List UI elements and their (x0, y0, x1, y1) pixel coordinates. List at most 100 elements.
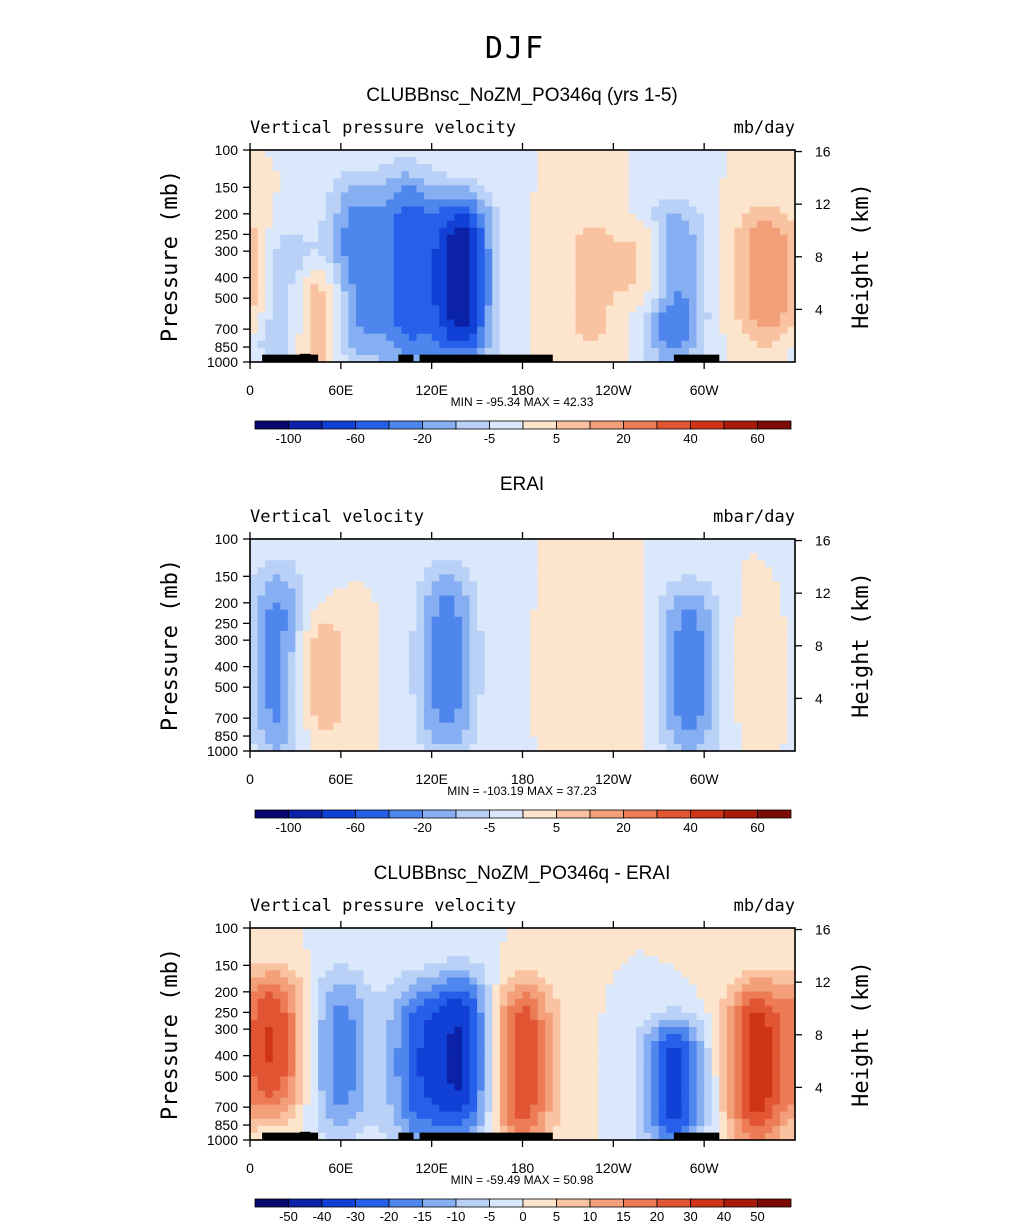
contour-cell (749, 227, 758, 236)
contour-cell (552, 333, 561, 342)
contour-cell (757, 736, 766, 745)
contour-cell (575, 354, 584, 363)
panels-container: CLUBBnsc_NoZM_PO346q (yrs 1-5)Vertical p… (158, 85, 874, 1224)
contour-cell (348, 645, 357, 653)
contour-cell (620, 234, 630, 243)
contour-cell (598, 157, 607, 165)
contour-cell (530, 616, 539, 625)
contour-cell (787, 581, 796, 590)
contour-cell (575, 595, 584, 604)
contour-cell (355, 942, 365, 950)
contour-cell (764, 928, 773, 936)
contour-cell (408, 185, 418, 193)
contour-cell (590, 150, 599, 158)
contour-cell (620, 560, 630, 568)
contour-cell (408, 326, 418, 335)
contour-cell (605, 157, 614, 165)
contour-cell (408, 942, 418, 950)
contour-cell (408, 581, 418, 590)
contour-cell (734, 213, 743, 222)
contour-cell (530, 248, 539, 257)
contour-cell (416, 935, 425, 943)
contour-cell (666, 722, 675, 731)
contour-cell (318, 743, 327, 752)
contour-cell (424, 277, 433, 285)
contour-cell (492, 588, 501, 597)
contour-cell (514, 220, 524, 229)
contour-cell (779, 241, 789, 250)
contour-cell (477, 645, 486, 653)
contour-cell (658, 928, 667, 936)
contour-cell (742, 319, 751, 328)
contour-cell (567, 729, 577, 738)
contour-cell (461, 277, 471, 285)
contour-cell (749, 291, 758, 299)
contour-cell (537, 263, 546, 271)
contour-cell (363, 708, 372, 717)
contour-cell (734, 206, 743, 215)
contour-cell (250, 546, 259, 554)
contour-cell (393, 715, 402, 724)
contour-cell (280, 928, 289, 936)
contour-cell (598, 164, 607, 172)
contour-cell (628, 291, 637, 299)
contour-cell (658, 708, 667, 717)
contour-cell (431, 340, 440, 349)
contour-cell (272, 319, 281, 328)
contour-cell (469, 312, 478, 321)
contour-cell (560, 340, 569, 349)
contour-cell (734, 602, 743, 611)
contour-cell (318, 305, 327, 314)
contour-cell (590, 673, 599, 681)
contour-cell (689, 227, 698, 236)
contour-cell (537, 199, 546, 208)
contour-cell (772, 560, 781, 568)
contour-cell (393, 164, 402, 172)
contour-cell (295, 220, 304, 229)
contour-cell (386, 637, 395, 646)
contour-cell (333, 178, 342, 186)
contour-cell (454, 270, 463, 278)
contour-cell (371, 199, 380, 208)
contour-cell (636, 729, 645, 738)
contour-cell (257, 185, 266, 193)
contour-cell (764, 970, 773, 979)
contour-cell (605, 935, 614, 943)
contour-cell (325, 949, 334, 957)
contour-cell (552, 694, 561, 703)
contour-cell (401, 616, 410, 625)
contour-cell (295, 312, 304, 321)
contour-cell (689, 708, 698, 717)
contour-cell (658, 595, 667, 604)
contour-cell (552, 949, 561, 957)
contour-cell (560, 171, 569, 179)
contour-cell (726, 305, 736, 314)
contour-cell (681, 722, 690, 731)
contour-cell (355, 340, 365, 349)
contour-cell (295, 609, 304, 618)
contour-cell (401, 178, 410, 186)
contour-cell (408, 970, 418, 979)
contour-cell (719, 595, 728, 604)
contour-cell (416, 199, 425, 208)
contour-cell (704, 241, 713, 250)
contour-cell (461, 319, 471, 328)
contour-cell (666, 291, 675, 299)
contour-cell (378, 729, 387, 738)
contour-cell (598, 319, 607, 328)
contour-cell (651, 623, 660, 632)
contour-cell (424, 708, 433, 717)
contour-cell (726, 609, 736, 618)
contour-cell (673, 708, 683, 717)
contour-cell (287, 291, 297, 299)
contour-cell (605, 743, 614, 752)
contour-cell (386, 157, 395, 165)
contour-cell (401, 560, 410, 568)
pressure-tick-label: 1000 (207, 354, 238, 370)
contour-cell (628, 581, 637, 590)
contour-cell (583, 284, 592, 292)
contour-cell (726, 326, 736, 335)
contour-cell (636, 970, 645, 979)
contour-cell (265, 659, 274, 667)
contour-cell (514, 164, 524, 172)
